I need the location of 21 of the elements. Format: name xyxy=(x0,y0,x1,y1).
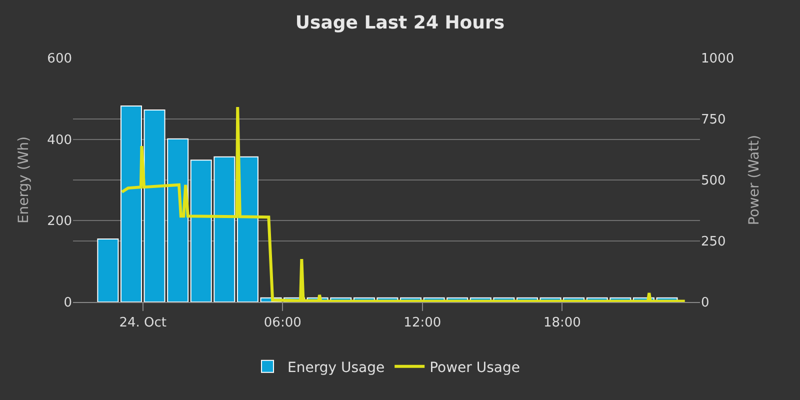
y-tick-label: 0 xyxy=(64,296,72,311)
y2-tick-label: 250 xyxy=(701,234,726,250)
bar xyxy=(97,238,119,302)
y2-tick-label: 500 xyxy=(701,174,726,189)
y-tick-label: 600 xyxy=(47,52,72,67)
legend-label: Power Usage xyxy=(430,360,520,376)
x-tick-label: 24. Oct xyxy=(119,316,167,331)
x-tick-label: 06:00 xyxy=(264,316,302,331)
y-tick-label: 400 xyxy=(47,132,72,148)
x-tick-label: 18:00 xyxy=(543,316,581,331)
y2-tick-label: 0 xyxy=(701,296,710,311)
y-tick-label: 200 xyxy=(47,214,72,230)
y-axis-title: Energy (Wh) xyxy=(16,136,32,224)
x-tick-label: 12:00 xyxy=(404,316,442,331)
y2-tick-label: 1000 xyxy=(701,52,734,67)
bar xyxy=(236,156,258,302)
chart-title: Usage Last 24 Hours xyxy=(295,12,505,34)
bar xyxy=(120,105,142,302)
y2-tick-label: 750 xyxy=(701,112,726,128)
legend-label: Energy Usage xyxy=(288,360,385,376)
y2-axis-title: Power (Watt) xyxy=(746,134,762,226)
